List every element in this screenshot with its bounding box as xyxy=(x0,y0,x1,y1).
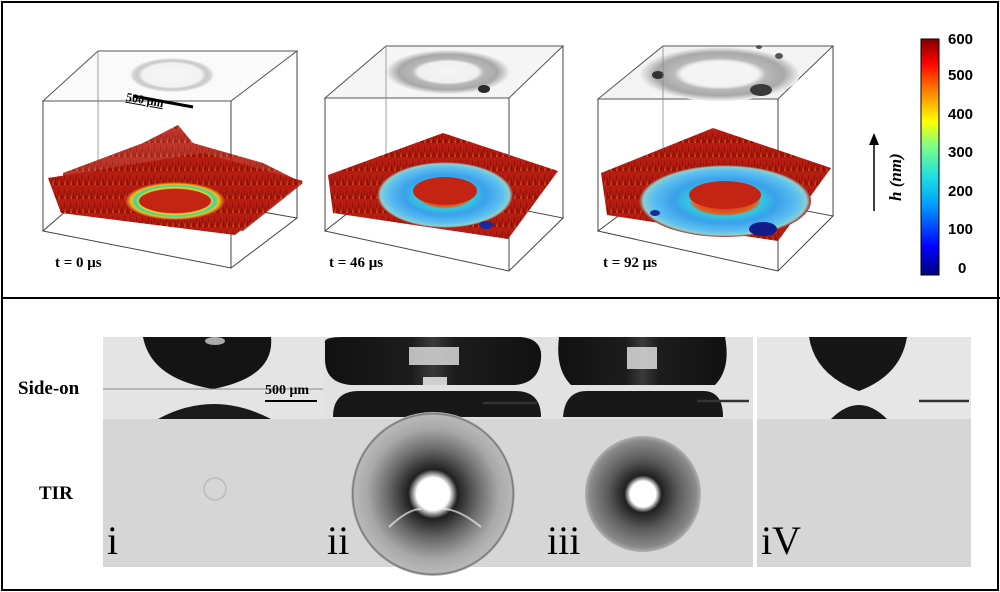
cube-t46 xyxy=(323,45,565,272)
colorbar-tick-0: 0 xyxy=(958,260,967,277)
frame-ii xyxy=(323,337,543,576)
colorbar-tick-400: 400 xyxy=(948,106,974,123)
colorbar xyxy=(920,38,940,276)
frame-iii xyxy=(543,337,753,567)
colorbar-tick-300: 300 xyxy=(948,144,974,161)
cube-t92 xyxy=(596,45,835,272)
numeral-ii: ii xyxy=(327,518,350,563)
height-map-drawing xyxy=(41,38,940,276)
colorbar-axis-label: h (nm) xyxy=(886,153,905,201)
frame-i xyxy=(103,337,323,567)
colorbar-tick-600: 600 xyxy=(948,31,974,48)
bottom-scale-bar-label: 500 μm xyxy=(265,383,310,398)
time-label-1: t = 46 μs xyxy=(329,255,384,271)
side-on-label: Side-on xyxy=(18,378,80,399)
height-map-panel: 500 μm t = 0 μs t = 46 μs t = 92 μs 600 … xyxy=(3,3,1000,297)
numeral-i: i xyxy=(107,518,119,563)
up-arrow-icon xyxy=(869,133,879,145)
cube-t0 xyxy=(41,50,303,269)
imaging-panel: Side-on TIR 500 μm i ii iii iV xyxy=(3,299,1000,591)
panel-divider xyxy=(3,297,1000,299)
imaging-drawing xyxy=(103,337,971,576)
tir-label: TIR xyxy=(39,483,73,504)
colorbar-tick-200: 200 xyxy=(948,183,974,200)
numeral-iii: iii xyxy=(547,518,581,563)
numeral-iv: iV xyxy=(761,518,801,563)
time-label-0: t = 0 μs xyxy=(55,255,102,271)
colorbar-tick-500: 500 xyxy=(948,67,974,84)
top-scale-bar xyxy=(132,94,194,109)
frame-iv xyxy=(757,337,971,567)
colorbar-tick-100: 100 xyxy=(948,221,974,238)
time-label-2: t = 92 μs xyxy=(603,255,658,271)
